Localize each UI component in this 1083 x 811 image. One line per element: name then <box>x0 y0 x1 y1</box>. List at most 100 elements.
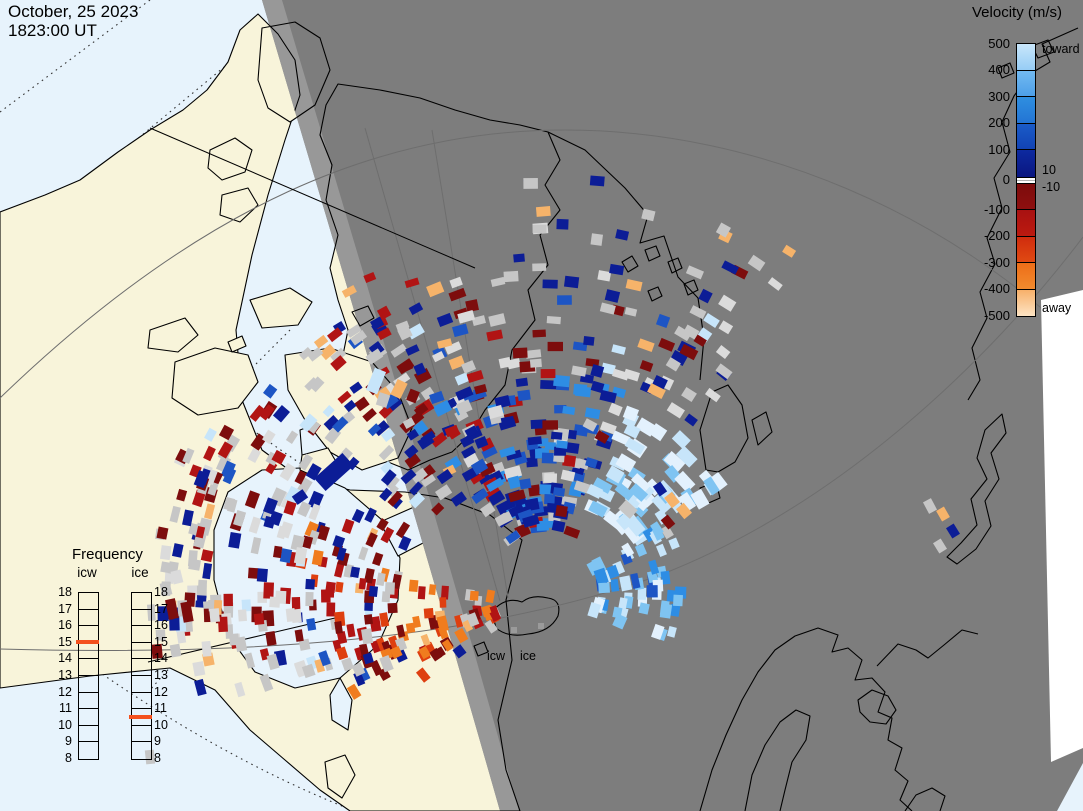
velocity-cell <box>297 501 312 518</box>
velocity-colorbar-segment <box>1017 150 1035 177</box>
velocity-cell <box>655 313 671 329</box>
velocity-cell <box>625 278 643 292</box>
velocity-cell <box>470 458 489 476</box>
frequency-cell <box>132 726 151 743</box>
velocity-cell <box>782 244 797 258</box>
velocity-cell <box>279 521 294 539</box>
frequency-tick-label-left: 17 <box>58 601 72 616</box>
frequency-cell <box>132 610 151 627</box>
velocity-cell <box>655 543 667 557</box>
velocity-cell <box>563 525 581 539</box>
velocity-cell <box>606 564 620 579</box>
velocity-cell <box>639 360 654 373</box>
night-coast-fjl-1 <box>621 255 639 273</box>
velocity-cell <box>526 457 538 468</box>
velocity-cell <box>637 338 655 352</box>
velocity-cell <box>380 526 395 544</box>
velocity-cell <box>375 392 391 408</box>
velocity-cell <box>588 500 608 518</box>
velocity-colorbar-segment <box>1017 183 1035 210</box>
solid-graticule-line <box>364 127 501 602</box>
velocity-cell <box>384 582 395 595</box>
velocity-cell <box>428 584 437 596</box>
velocity-cell <box>614 482 635 501</box>
velocity-cell <box>379 487 393 502</box>
velocity-cell <box>542 279 558 289</box>
velocity-cell <box>488 313 506 327</box>
day-corner-ocean <box>1057 763 1083 811</box>
velocity-cell <box>218 424 235 441</box>
velocity-cell <box>350 566 361 579</box>
velocity-cell <box>715 222 731 238</box>
velocity-cell <box>666 402 685 419</box>
velocity-cell <box>593 567 609 586</box>
radar-velocity-cells <box>144 175 960 765</box>
projection-edge-white <box>1041 290 1083 762</box>
radar-site-marker <box>538 623 544 629</box>
velocity-cell <box>402 417 416 429</box>
velocity-cell <box>217 616 228 633</box>
velocity-cell <box>253 613 265 625</box>
velocity-cell <box>169 505 181 523</box>
zero-line <box>1017 179 1035 181</box>
velocity-cell <box>555 505 568 518</box>
velocity-cell <box>544 493 555 505</box>
velocity-cell <box>369 316 385 331</box>
velocity-cell <box>229 633 240 646</box>
velocity-cell <box>703 312 720 328</box>
velocity-cell <box>217 441 234 459</box>
velocity-cell <box>200 549 214 563</box>
frequency-tick-label-right: 18 <box>154 585 168 599</box>
frequency-cell <box>79 593 98 610</box>
velocity-cell <box>408 492 426 509</box>
velocity-cell <box>552 487 566 497</box>
velocity-cell <box>201 640 212 657</box>
velocity-cell <box>487 404 504 419</box>
radar-site-marker <box>511 627 517 633</box>
velocity-colorbar-segment <box>1017 210 1035 237</box>
velocity-cell <box>182 447 195 464</box>
velocity-cell <box>404 444 419 459</box>
velocity-cell <box>363 614 373 625</box>
velocity-cell <box>689 305 707 320</box>
velocity-cell <box>515 377 529 388</box>
velocity-cell <box>541 452 557 464</box>
velocity-cell <box>406 388 420 404</box>
velocity-cell <box>517 389 531 402</box>
velocity-cell <box>417 586 426 600</box>
velocity-cell <box>436 468 453 485</box>
time-label: 1823:00 UT <box>8 21 97 40</box>
solid-graticule-line <box>0 129 1083 399</box>
velocity-cell <box>220 460 236 479</box>
velocity-cell <box>408 302 424 316</box>
velocity-cell <box>532 224 547 234</box>
velocity-cell <box>430 431 448 448</box>
velocity-cell <box>487 490 506 506</box>
velocity-cell <box>241 599 252 612</box>
velocity-cell <box>330 355 347 372</box>
velocity-cell <box>648 423 668 442</box>
velocity-tick-label: -300 <box>983 254 1010 270</box>
velocity-cell <box>524 497 540 512</box>
velocity-cell <box>556 218 569 230</box>
velocity-tick-label: 500 <box>988 35 1010 51</box>
velocity-cell <box>319 343 337 361</box>
frequency-tick-label-left: 16 <box>58 618 72 633</box>
velocity-cell <box>232 509 247 527</box>
fov-boundary-line <box>149 127 476 269</box>
upper-threshold-label: 10 <box>1042 163 1056 177</box>
velocity-cell <box>308 376 325 393</box>
velocity-cell <box>188 558 202 571</box>
velocity-cell <box>426 281 445 298</box>
velocity-cell <box>408 579 419 593</box>
velocity-cell <box>630 572 641 590</box>
velocity-cell <box>389 645 403 659</box>
velocity-cell <box>291 596 301 611</box>
radar-label-ice: ice <box>520 649 536 663</box>
velocity-cell <box>444 341 462 355</box>
velocity-cell <box>767 277 783 291</box>
velocity-cell <box>709 471 728 492</box>
velocity-cell <box>478 461 496 477</box>
night-coast-fjl-4 <box>683 279 699 296</box>
velocity-cell <box>400 468 417 485</box>
